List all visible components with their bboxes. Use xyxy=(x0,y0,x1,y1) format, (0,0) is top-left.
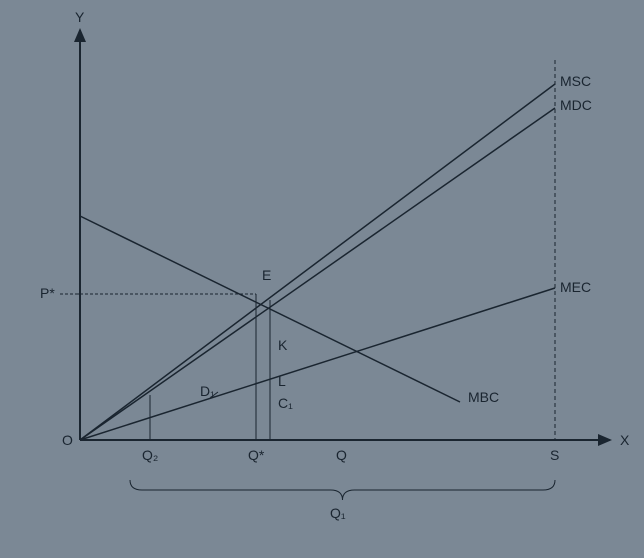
s-label: S xyxy=(550,447,559,463)
mec-label: MEC xyxy=(560,279,591,295)
plot-background xyxy=(0,0,644,558)
mbc-label: MBC xyxy=(468,389,499,405)
mdc-label: MDC xyxy=(560,97,592,113)
q1-brace-label: Q₁ xyxy=(330,505,346,521)
p-star-label: P* xyxy=(40,285,55,301)
x-axis-label: X xyxy=(620,432,630,448)
q2-label: Q₂ xyxy=(142,447,158,463)
q-label: Q xyxy=(336,447,347,463)
q-star-label: Q* xyxy=(248,447,265,463)
point-e-label: E xyxy=(262,267,271,283)
point-c1-label: C₁ xyxy=(278,395,293,411)
y-axis-label: Y xyxy=(75,9,85,25)
point-l-label: L xyxy=(278,373,286,389)
msc-label: MSC xyxy=(560,73,591,89)
origin-label: O xyxy=(62,432,73,448)
point-d1-label: D₁ xyxy=(200,383,215,399)
point-k-label: K xyxy=(278,337,288,353)
